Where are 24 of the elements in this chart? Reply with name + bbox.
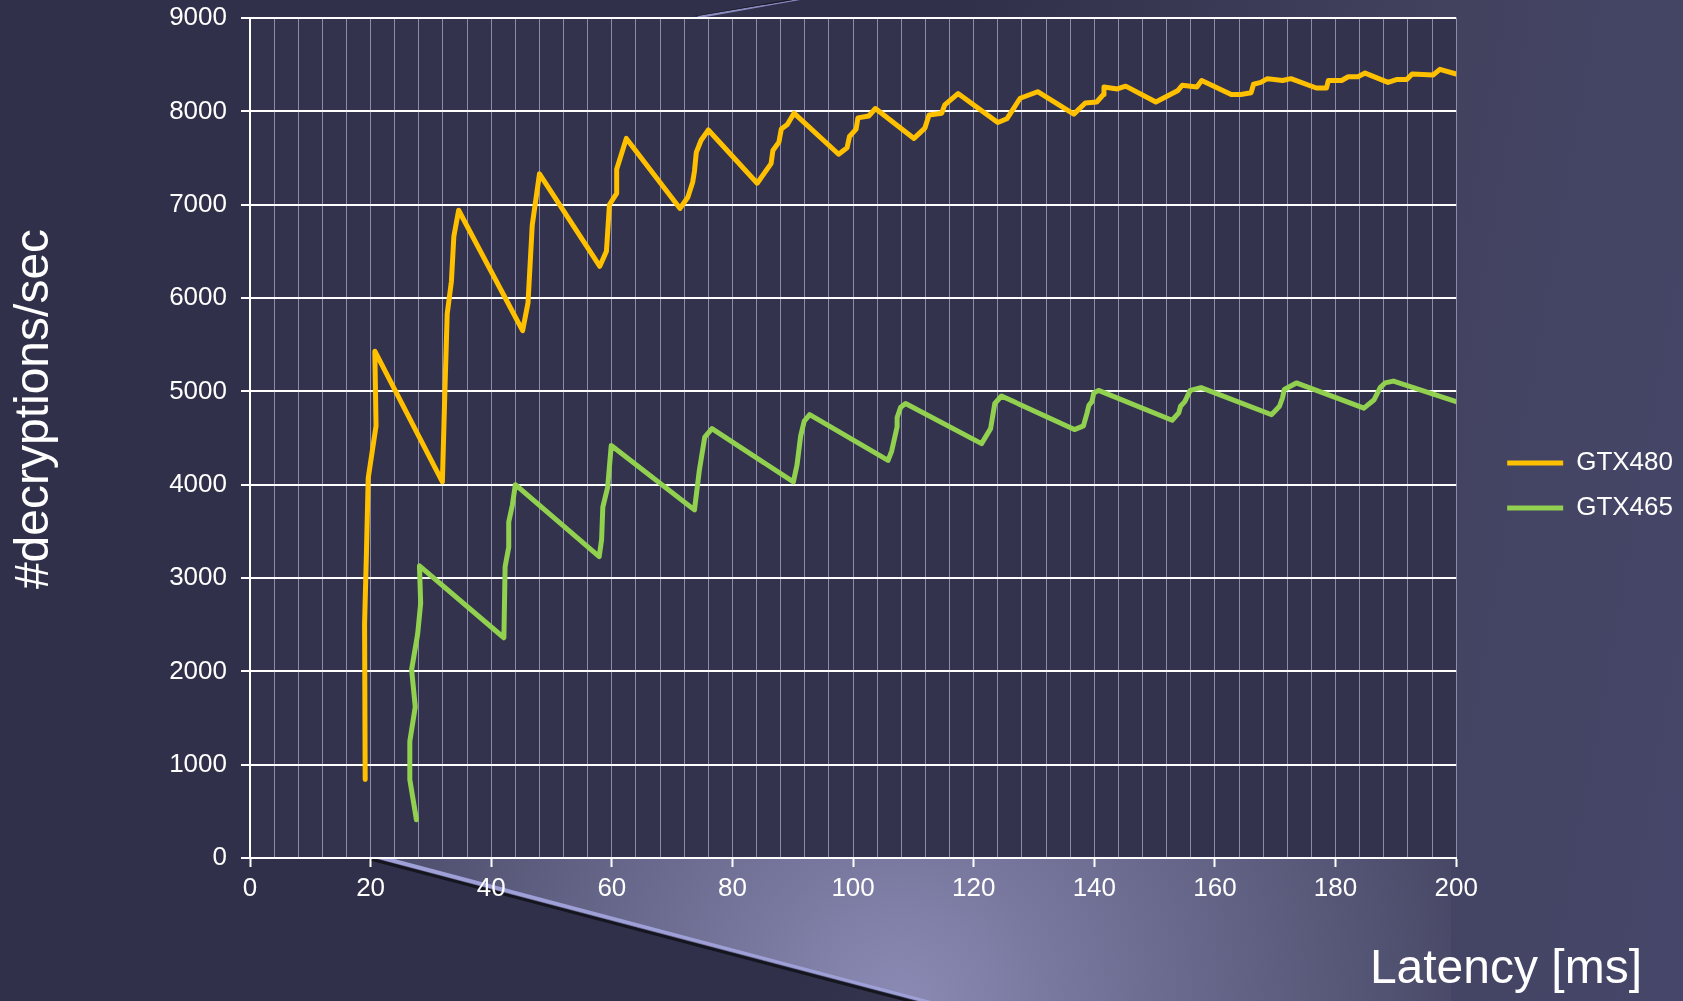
x-tick-label: 60: [597, 871, 627, 902]
legend-label: GTX480: [1576, 446, 1673, 477]
x-tick-label: 100: [831, 871, 875, 902]
y-tick-label: 2000: [169, 654, 227, 685]
y-tick-label: 4000: [169, 467, 227, 498]
y-tick-label: 8000: [169, 94, 227, 125]
x-tick-label: 80: [718, 871, 747, 902]
y-tick-label: 7000: [169, 187, 227, 218]
x-tick-label: 0: [242, 871, 258, 902]
x-axis-title: Latency [ms]: [1369, 940, 1642, 993]
x-tick-label: 160: [1193, 871, 1237, 902]
x-tick-label: 140: [1072, 871, 1117, 902]
y-axis-title: #decryptions/sec: [5, 228, 59, 590]
x-tick-label: 200: [1434, 871, 1478, 902]
y-tick-label: 9000: [169, 1, 227, 32]
x-tick-label: 180: [1313, 871, 1358, 902]
y-tick-label: 1000: [169, 747, 227, 778]
x-tick-label: 120: [952, 871, 996, 902]
y-tick-label: 0: [212, 841, 227, 872]
y-tick-label: 5000: [169, 374, 227, 405]
y-tick-label: 3000: [169, 561, 227, 592]
y-tick-label: 6000: [169, 281, 227, 312]
legend-label: GTX465: [1576, 491, 1673, 522]
x-tick-label: 20: [356, 871, 386, 902]
